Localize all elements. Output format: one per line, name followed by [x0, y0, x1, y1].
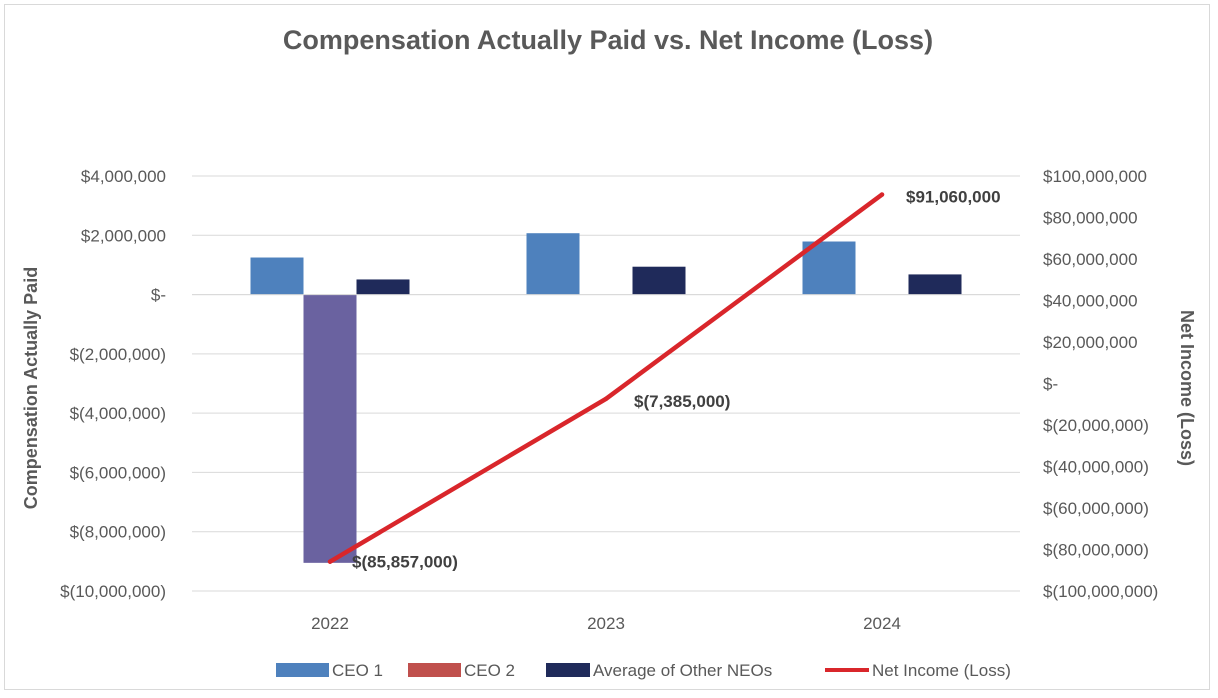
right-axis-ticks: $(100,000,000) $(80,000,000) $(60,000,000)… [1043, 167, 1158, 601]
legend-swatch [408, 663, 461, 677]
category-label: 2022 [311, 614, 349, 633]
net-income-data-label: $91,060,000 [906, 188, 1001, 207]
net-income-point [603, 396, 609, 402]
left-tick-label: $4,000,000 [81, 167, 166, 186]
data-labels: $(85,857,000) $(7,385,000) $91,060,000 [352, 188, 1001, 572]
right-axis-title: Net Income (Loss) [1177, 310, 1197, 466]
right-tick-label: $60,000,000 [1043, 250, 1138, 269]
legend-swatch [546, 663, 590, 677]
net-income-polyline [327, 192, 885, 564]
right-tick-label: $40,000,000 [1043, 292, 1138, 311]
left-tick-label: $(10,000,000) [60, 582, 166, 601]
bar-ceo-1-2022 [250, 257, 304, 295]
legend: CEO 1 CEO 2 Average of Other NEOs Net Incom… [276, 661, 1011, 680]
left-axis-ticks: $(10,000,000) $(8,000,000) $(6,000,000) $(4… [60, 167, 166, 601]
right-tick-label: $(20,000,000) [1043, 416, 1149, 435]
right-tick-label: $100,000,000 [1043, 167, 1147, 186]
bar-average-of-other-neos-2023 [632, 266, 686, 295]
left-tick-label: $(4,000,000) [70, 404, 166, 423]
right-tick-label: $(100,000,000) [1043, 582, 1158, 601]
net-income-point [327, 559, 333, 564]
bar-ceo-1-2023 [526, 233, 580, 295]
net-income-data-label: $(7,385,000) [634, 392, 730, 411]
right-tick-label: $(80,000,000) [1043, 541, 1149, 560]
legend-swatch [276, 663, 329, 677]
right-tick-label: $(60,000,000) [1043, 499, 1149, 518]
bar-ceo-2-2022 [303, 294, 357, 563]
legend-label: CEO 1 [332, 661, 383, 680]
category-labels: 2022 2023 2024 [311, 614, 901, 633]
net-income-line [327, 192, 885, 564]
left-tick-label: $- [151, 286, 166, 305]
chart-title: Compensation Actually Paid vs. Net Incom… [283, 25, 933, 55]
category-label: 2023 [587, 614, 625, 633]
combo-chart: Compensation Actually Paid vs. Net Incom… [21, 25, 1197, 680]
category-label: 2024 [863, 614, 901, 633]
bar-average-of-other-neos-2024 [908, 274, 962, 295]
chart-frame: Compensation Actually Paid vs. Net Incom… [4, 4, 1210, 690]
right-tick-label: $20,000,000 [1043, 333, 1138, 352]
right-tick-label: $80,000,000 [1043, 209, 1138, 228]
left-tick-label: $(8,000,000) [70, 523, 166, 542]
bar-average-of-other-neos-2022 [356, 279, 410, 295]
left-tick-label: $(6,000,000) [70, 463, 166, 482]
net-income-data-label: $(85,857,000) [352, 553, 458, 572]
legend-label: CEO 2 [464, 661, 515, 680]
legend-label: Average of Other NEOs [593, 661, 772, 680]
legend-label: Net Income (Loss) [872, 661, 1011, 680]
bar-ceo-1-2024 [802, 241, 856, 295]
left-tick-label: $2,000,000 [81, 226, 166, 245]
bars [250, 233, 962, 563]
right-tick-label: $- [1043, 375, 1058, 394]
left-axis-title: Compensation Actually Paid [21, 267, 41, 509]
left-tick-label: $(2,000,000) [70, 345, 166, 364]
net-income-point [879, 192, 885, 197]
right-tick-label: $(40,000,000) [1043, 458, 1149, 477]
